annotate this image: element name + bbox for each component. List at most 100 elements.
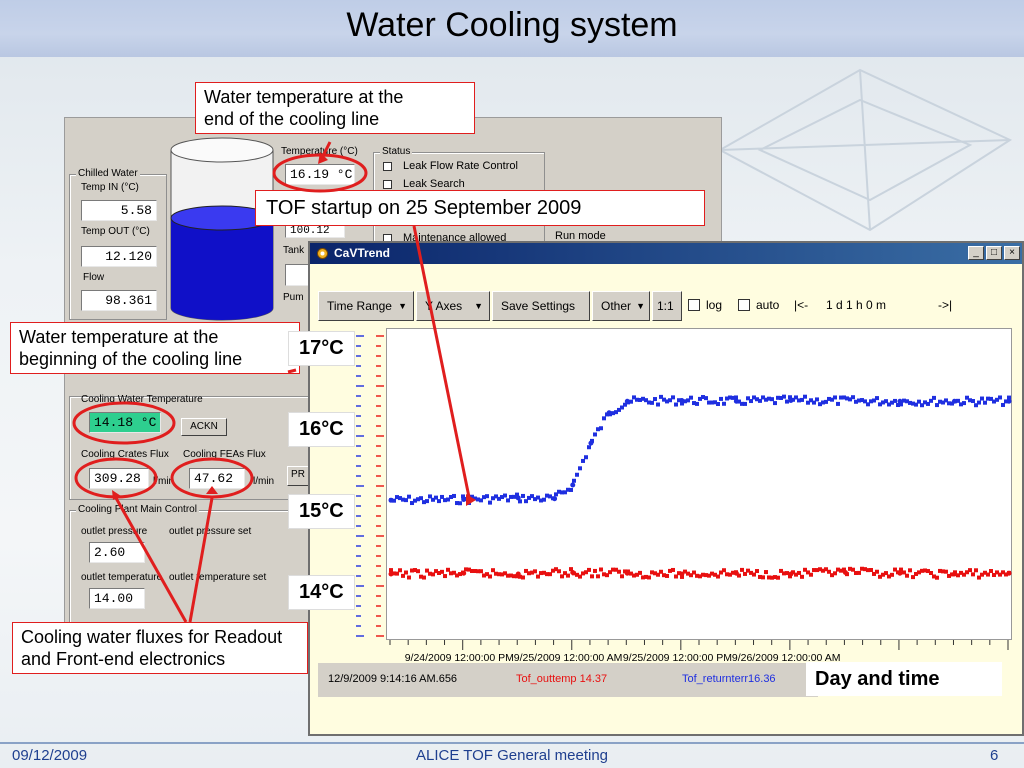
feas-flux-field[interactable]: 47.62: [189, 468, 245, 489]
data-point: [527, 495, 531, 500]
tank-temperature-field[interactable]: 16.19 °C: [285, 164, 355, 185]
data-point: [977, 400, 981, 405]
temp-out-field[interactable]: 12.120: [81, 246, 157, 267]
data-point: [404, 498, 408, 503]
data-point: [419, 574, 423, 579]
outlet-pressure-label: outlet pressure: [81, 526, 148, 537]
data-point: [521, 493, 525, 498]
data-point: [875, 569, 879, 574]
data-point: [812, 400, 816, 405]
series-point: [570, 570, 576, 576]
outlet-temperature-field[interactable]: 14.00: [89, 588, 145, 609]
data-point: [863, 567, 867, 572]
footer-date: 09/12/2009: [12, 747, 88, 764]
data-point: [728, 395, 732, 400]
data-point: [824, 567, 828, 572]
data-point: [860, 566, 864, 571]
time-range-dropdown[interactable]: Time Range ▼: [318, 291, 414, 321]
data-point: [659, 394, 663, 399]
data-point: [998, 395, 1002, 400]
data-point: [836, 401, 840, 406]
data-point: [758, 398, 762, 403]
flow-field[interactable]: 98.361: [81, 290, 157, 311]
tank-level-field[interactable]: [285, 264, 309, 286]
outlet-pressure-field[interactable]: 2.60: [89, 542, 145, 563]
data-point: [800, 397, 804, 402]
data-point: [806, 570, 810, 575]
nav-forward-button[interactable]: ->|: [938, 298, 953, 312]
series-point: [570, 482, 576, 488]
close-icon[interactable]: ×: [1004, 246, 1020, 260]
data-point: [581, 571, 585, 576]
data-point: [527, 571, 531, 576]
time-span-label: 1 d 1 h 0 m: [826, 298, 887, 312]
nav-back-button[interactable]: |<-: [794, 298, 809, 312]
data-point: [455, 501, 459, 506]
cavtrend-titlebar[interactable]: CaVTrend _ □ ×: [310, 243, 1022, 264]
leak-search-checkbox[interactable]: [383, 180, 392, 189]
log-checkbox[interactable]: [688, 299, 700, 311]
maximize-icon[interactable]: □: [986, 246, 1002, 260]
crates-flux-field[interactable]: 309.28: [89, 468, 149, 489]
data-point: [893, 398, 897, 403]
temp-in-field[interactable]: 5.58: [81, 200, 157, 221]
data-point: [575, 572, 579, 577]
data-point: [941, 569, 945, 574]
data-point: [902, 570, 906, 575]
cooling-water-temp-field[interactable]: 14.18 °C: [89, 412, 161, 433]
data-point: [596, 574, 600, 579]
data-point: [938, 568, 942, 573]
data-point: [737, 573, 741, 578]
data-point: [524, 568, 528, 573]
data-point: [839, 395, 843, 400]
data-point: [737, 399, 741, 404]
series-point: [951, 571, 957, 577]
data-point: [662, 573, 666, 578]
data-point: [971, 572, 975, 577]
data-point: [827, 396, 831, 401]
series-point: [733, 398, 739, 404]
temp-tag-17: 17°C: [288, 331, 355, 366]
data-point: [542, 497, 546, 502]
data-point: [425, 568, 429, 573]
data-point: [602, 416, 606, 421]
data-point: [908, 400, 912, 405]
data-point: [584, 455, 588, 460]
data-point: [548, 494, 552, 499]
ratio-button[interactable]: 1:1: [652, 291, 682, 321]
data-point: [740, 401, 744, 406]
data-point: [848, 566, 852, 571]
data-point: [530, 494, 534, 499]
other-dropdown[interactable]: Other ▼: [592, 291, 650, 321]
tank-partial-field[interactable]: 100.12: [285, 224, 345, 238]
data-point: [950, 401, 954, 406]
data-point: [557, 489, 561, 494]
minimize-icon[interactable]: _: [968, 246, 984, 260]
data-point: [779, 395, 783, 400]
data-point: [974, 403, 978, 408]
data-point: [599, 567, 603, 572]
data-point: [989, 396, 993, 401]
series-point: [897, 398, 903, 404]
leak-flow-checkbox[interactable]: [383, 162, 392, 171]
save-settings-button[interactable]: Save Settings: [492, 291, 590, 321]
data-point: [794, 395, 798, 400]
temp-tag-14: 14°C: [288, 575, 355, 610]
data-point: [833, 395, 837, 400]
ack-button[interactable]: ACKN: [181, 418, 227, 436]
data-point: [695, 573, 699, 578]
data-point: [686, 398, 690, 403]
data-point: [614, 567, 618, 572]
data-point: [932, 395, 936, 400]
slide-title: Water Cooling system: [346, 6, 678, 44]
data-point: [410, 568, 414, 573]
data-point: [797, 398, 801, 403]
y-axes-dropdown[interactable]: Y Axes ▼: [416, 291, 490, 321]
data-point: [959, 402, 963, 407]
data-point: [470, 568, 474, 573]
pr-button[interactable]: PR: [287, 466, 309, 486]
auto-checkbox[interactable]: [738, 299, 750, 311]
callout-beginning-of-line: Water temperature at the beginning of th…: [10, 322, 300, 374]
data-point: [842, 395, 846, 400]
data-point: [821, 400, 825, 405]
